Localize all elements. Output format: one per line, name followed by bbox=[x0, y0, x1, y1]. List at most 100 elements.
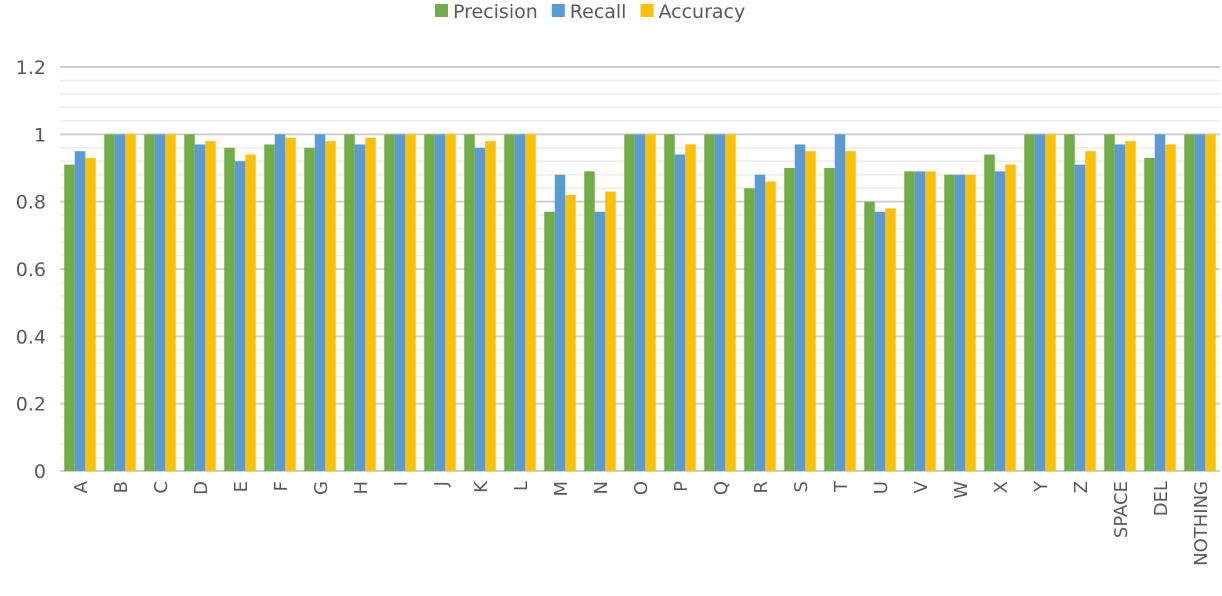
bar-precision-c bbox=[144, 134, 155, 472]
bar-recall-h bbox=[354, 144, 366, 471]
bar-accuracy-j bbox=[445, 134, 456, 472]
bar-precision-j bbox=[424, 134, 435, 472]
bar-precision-e bbox=[224, 147, 235, 472]
bar-precision-n bbox=[584, 171, 595, 471]
x-tick-label: X bbox=[991, 481, 1012, 493]
bar-accuracy-u bbox=[885, 208, 896, 471]
y-tick-label: 0.8 bbox=[16, 192, 46, 214]
x-tick-label: A bbox=[71, 480, 92, 493]
bar-recall-c bbox=[154, 134, 166, 472]
bar-accuracy-z bbox=[1085, 151, 1096, 471]
legend-label: Precision bbox=[453, 1, 538, 23]
bar-precision-v bbox=[904, 171, 915, 471]
legend-item-recall: Recall bbox=[551, 1, 627, 23]
bar-precision-u bbox=[864, 201, 875, 471]
bar-accuracy-nothing bbox=[1205, 134, 1216, 472]
x-tick-label: U bbox=[871, 481, 892, 494]
y-tick-label: 1 bbox=[34, 124, 46, 146]
bar-recall-w bbox=[954, 174, 966, 471]
bar-recall-u bbox=[874, 211, 886, 471]
bar-recall-o bbox=[634, 134, 646, 472]
x-tick-label: E bbox=[231, 481, 252, 492]
x-tick-label: R bbox=[751, 481, 772, 494]
bar-recall-del bbox=[1154, 134, 1166, 472]
bar-recall-y bbox=[1034, 134, 1046, 472]
legend-label: Recall bbox=[570, 1, 627, 23]
legend-item-accuracy: Accuracy bbox=[640, 1, 745, 23]
bar-accuracy-h bbox=[365, 137, 376, 471]
bar-precision-t bbox=[824, 168, 835, 471]
x-tick-label: S bbox=[791, 481, 812, 492]
bar-recall-nothing bbox=[1194, 134, 1206, 472]
bar-precision-y bbox=[1024, 134, 1035, 472]
bar-precision-a bbox=[64, 164, 75, 471]
bar-precision-r bbox=[744, 188, 755, 471]
bar-precision-l bbox=[504, 134, 515, 472]
bar-accuracy-x bbox=[1005, 164, 1016, 471]
x-tick-label: P bbox=[671, 481, 692, 492]
bar-accuracy-q bbox=[725, 134, 736, 472]
bar-recall-t bbox=[834, 134, 846, 472]
bar-accuracy-m bbox=[565, 194, 576, 471]
bar-precision-f bbox=[264, 144, 275, 471]
bar-accuracy-c bbox=[165, 134, 176, 472]
bar-precision-m bbox=[544, 211, 555, 471]
bar-accuracy-o bbox=[645, 134, 656, 472]
y-axis: 0 0.2 0.4 0.6 0.8 1 1.2 bbox=[16, 57, 46, 483]
bar-accuracy-t bbox=[845, 151, 856, 471]
x-tick-label: D bbox=[191, 481, 212, 495]
bar-recall-d bbox=[194, 144, 206, 471]
x-tick-label: M bbox=[551, 481, 572, 497]
bar-precision-w bbox=[944, 174, 955, 471]
bar-accuracy-e bbox=[245, 154, 256, 472]
bar-recall-z bbox=[1074, 164, 1086, 471]
legend-swatch bbox=[435, 4, 448, 17]
y-tick-label: 0 bbox=[34, 461, 46, 483]
bar-precision-d bbox=[184, 134, 195, 472]
x-tick-label: Z bbox=[1071, 481, 1092, 493]
x-tick-label: H bbox=[351, 481, 372, 495]
bars bbox=[64, 134, 1216, 472]
legend-item-precision: Precision bbox=[435, 1, 538, 23]
x-tick-label: SPACE bbox=[1111, 481, 1132, 538]
bar-recall-m bbox=[554, 174, 566, 471]
bar-accuracy-l bbox=[525, 134, 536, 472]
bar-recall-a bbox=[74, 151, 86, 471]
bar-recall-p bbox=[674, 154, 686, 472]
bar-precision-nothing bbox=[1184, 134, 1195, 472]
x-tick-label: B bbox=[111, 481, 132, 493]
x-tick-label: Q bbox=[711, 481, 732, 495]
x-tick-label: N bbox=[591, 481, 612, 494]
bar-precision-p bbox=[664, 134, 675, 472]
bar-recall-space bbox=[1114, 144, 1126, 471]
y-tick-label: 0.2 bbox=[16, 394, 46, 416]
bar-accuracy-i bbox=[405, 134, 416, 472]
x-tick-label: T bbox=[831, 480, 852, 493]
bar-accuracy-r bbox=[765, 181, 776, 471]
x-tick-label: G bbox=[311, 481, 332, 495]
y-tick-label: 1.2 bbox=[16, 57, 46, 79]
bar-recall-r bbox=[754, 174, 766, 471]
bar-precision-g bbox=[304, 147, 315, 472]
bar-precision-k bbox=[464, 134, 475, 472]
x-tick-label: L bbox=[511, 481, 532, 491]
bar-recall-j bbox=[434, 134, 446, 472]
legend: Precision Recall Accuracy bbox=[435, 1, 745, 23]
x-tick-label: O bbox=[631, 481, 652, 495]
bar-precision-s bbox=[784, 168, 795, 471]
bar-accuracy-g bbox=[325, 141, 336, 472]
bar-accuracy-n bbox=[605, 191, 616, 472]
bar-recall-g bbox=[314, 134, 326, 472]
bar-recall-x bbox=[994, 171, 1006, 471]
bar-precision-space bbox=[1104, 134, 1115, 472]
bar-accuracy-f bbox=[285, 137, 296, 471]
bar-accuracy-del bbox=[1165, 144, 1176, 471]
bar-accuracy-d bbox=[205, 141, 216, 472]
bar-precision-i bbox=[384, 134, 395, 472]
x-tick-label: NOTHING bbox=[1191, 481, 1212, 566]
x-tick-label: DEL bbox=[1151, 481, 1172, 516]
bar-precision-del bbox=[1144, 157, 1155, 471]
bar-recall-i bbox=[394, 134, 406, 472]
bar-precision-x bbox=[984, 154, 995, 472]
bar-accuracy-v bbox=[925, 171, 936, 471]
